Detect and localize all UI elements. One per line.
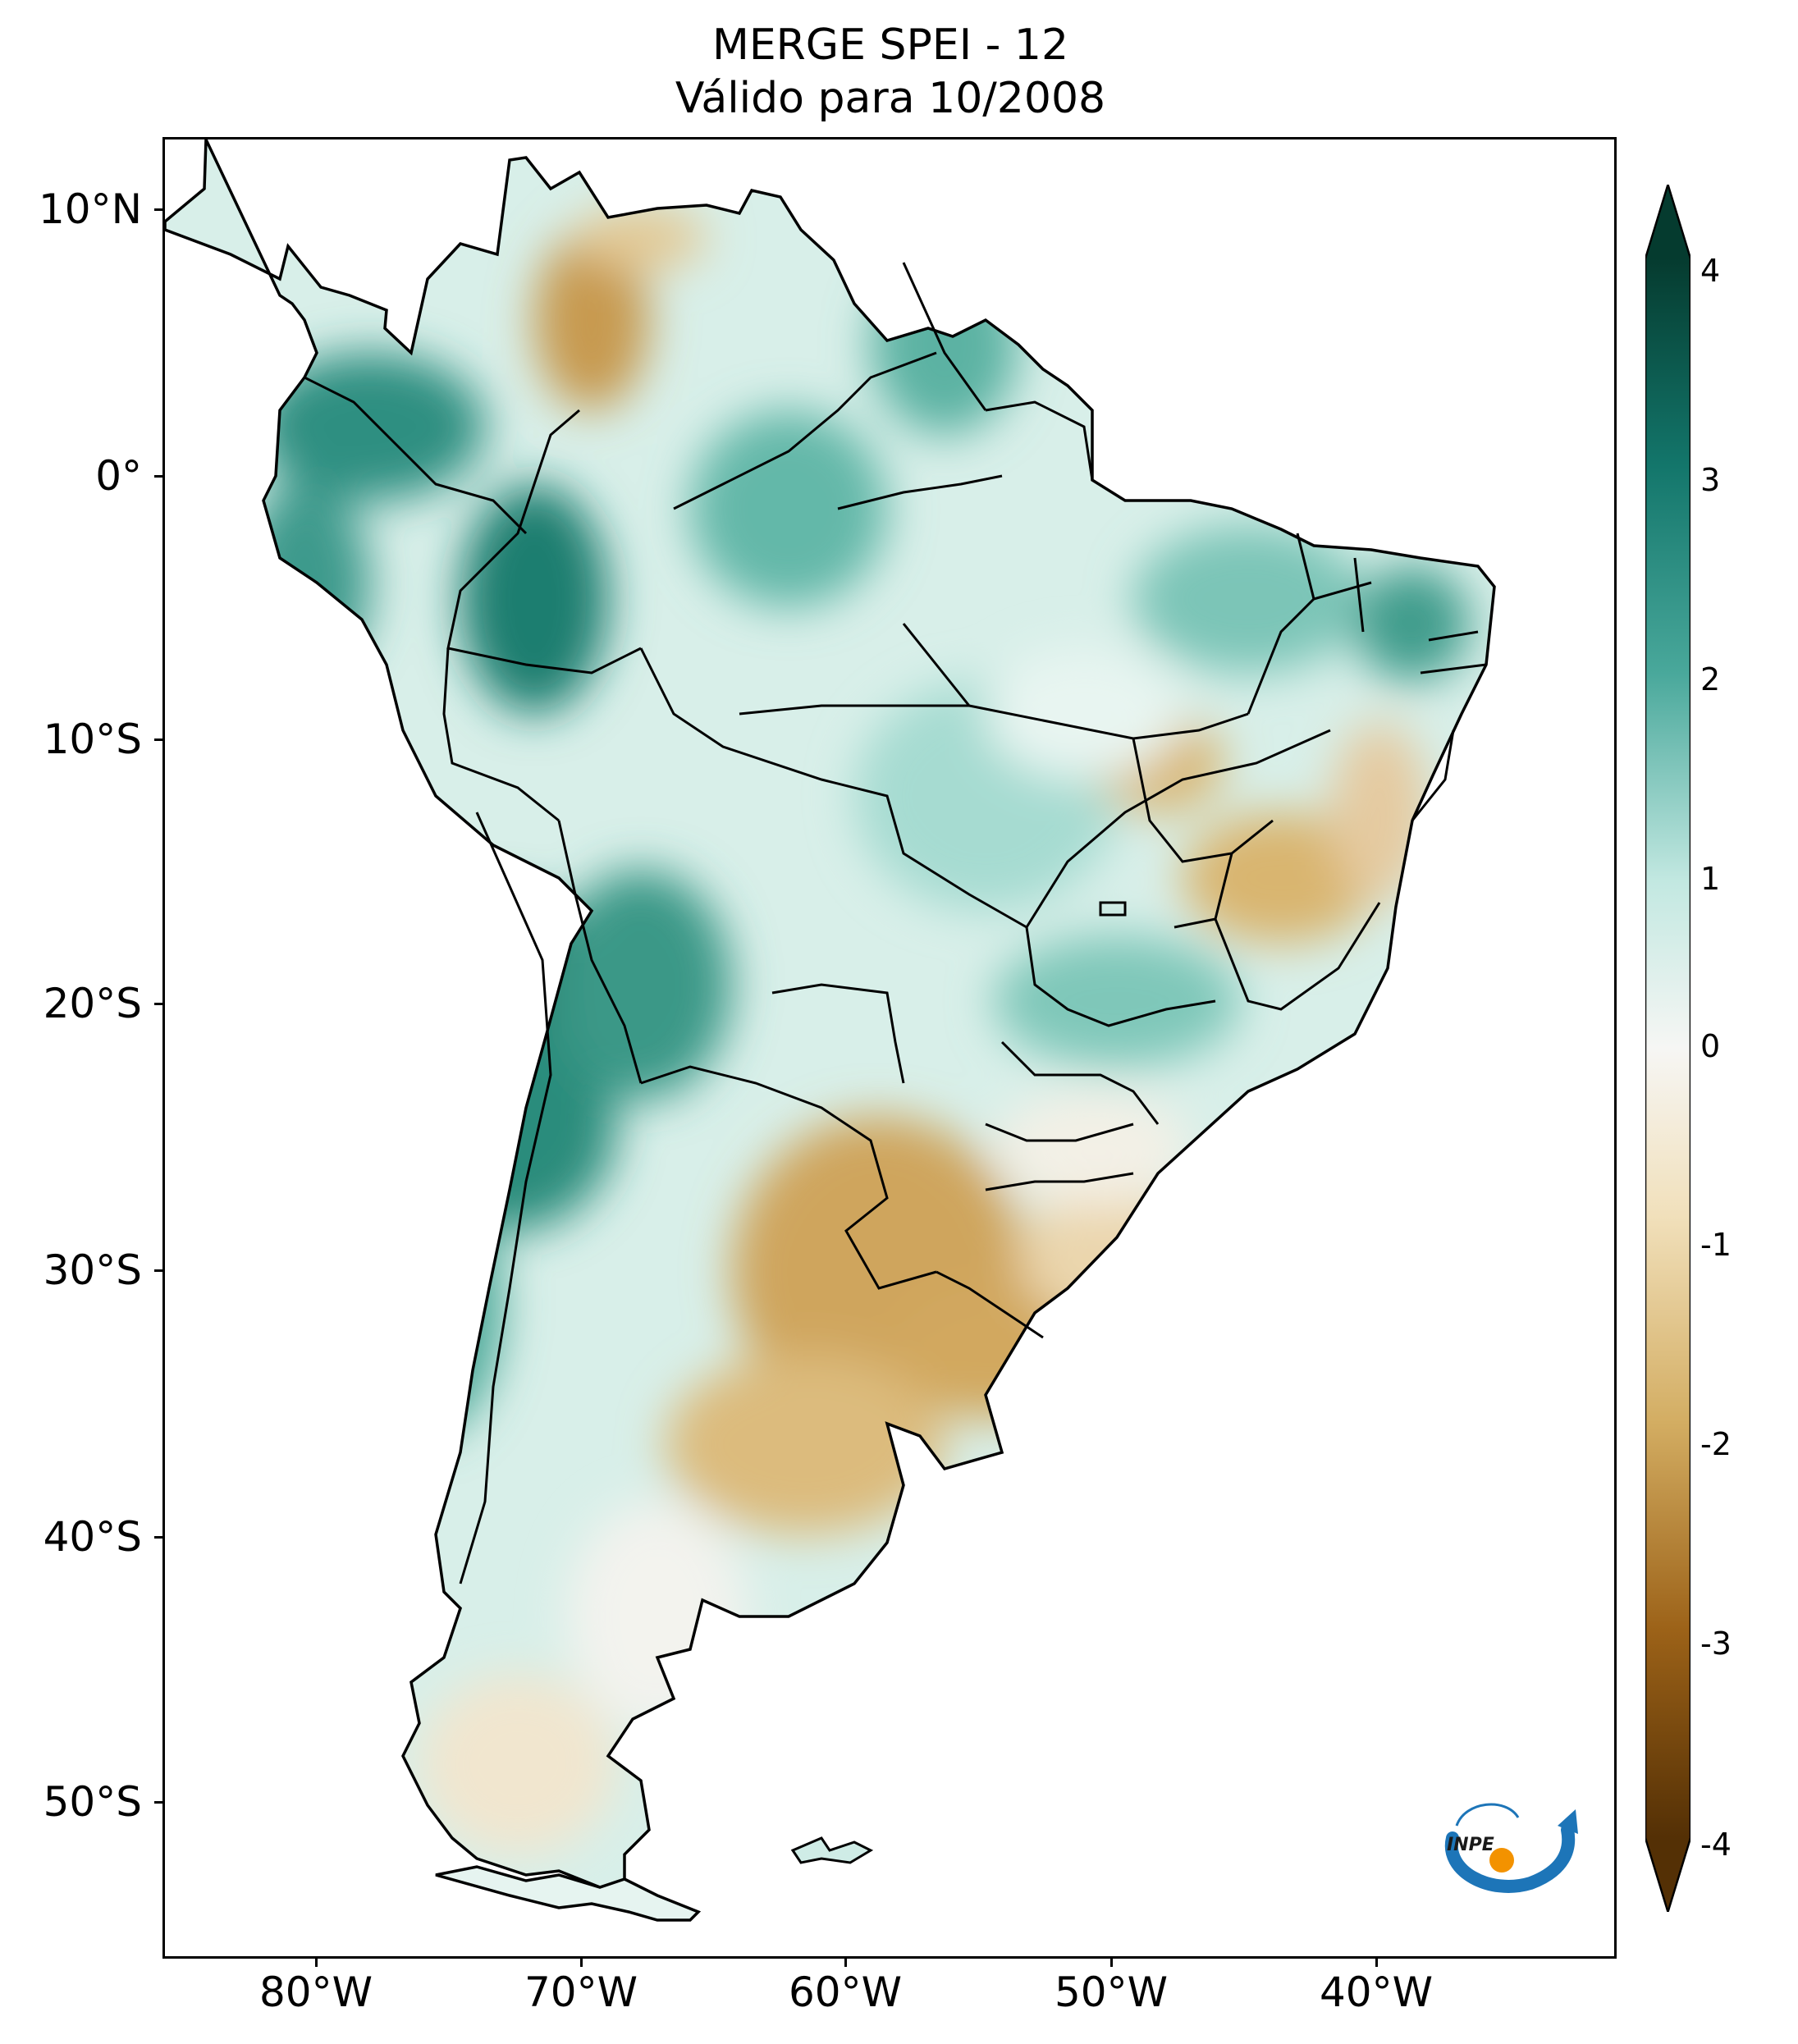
cb-label-4: 4 <box>1700 253 1721 289</box>
lat-label-40s: 40°S <box>43 1513 142 1561</box>
political-borders <box>304 262 1487 1584</box>
lat-label-30s: 30°S <box>43 1246 142 1294</box>
lon-label-70w: 70°W <box>524 1969 638 2016</box>
tierra-del-fuego <box>435 1865 702 1922</box>
lon-label-60w: 60°W <box>788 1969 903 2016</box>
map-title: MERGE SPEI - 12 <box>711 21 1069 70</box>
logo-swoosh-icon <box>1444 1823 1576 1893</box>
lat-tick <box>154 1269 164 1272</box>
cb-label-0: 0 <box>1700 1028 1721 1064</box>
inpe-logo: INPE <box>1444 1803 1578 1893</box>
map-panel <box>162 137 1617 1959</box>
colorbar-gradient <box>1645 185 1690 1912</box>
logo-text: INPE <box>1447 1835 1494 1855</box>
cb-label-m4: -4 <box>1700 1827 1732 1863</box>
lon-tick <box>315 1957 318 1967</box>
cb-label-1: 1 <box>1700 861 1721 897</box>
cb-label-m3: -3 <box>1700 1626 1732 1662</box>
lat-tick <box>154 208 164 211</box>
lat-label-10n: 10°N <box>38 185 142 233</box>
cb-label-m2: -2 <box>1700 1426 1732 1462</box>
lat-tick <box>154 1801 164 1804</box>
cb-label-m1: -1 <box>1700 1227 1732 1263</box>
lon-label-40w: 40°W <box>1319 1969 1434 2016</box>
map-subtitle: Válido para 10/2008 <box>675 74 1106 123</box>
lat-tick <box>154 1536 164 1539</box>
logo-sun-icon <box>1489 1848 1514 1873</box>
logo-orbit-icon <box>1455 1803 1520 1827</box>
lon-tick <box>580 1957 583 1967</box>
lon-label-80w: 80°W <box>258 1969 373 2016</box>
falkland-islands <box>790 1836 874 1864</box>
lat-label-20s: 20°S <box>43 980 142 1027</box>
lat-label-10s: 10°S <box>43 716 142 763</box>
lon-tick <box>1110 1957 1113 1967</box>
lat-tick <box>154 475 164 478</box>
cb-label-2: 2 <box>1700 661 1721 697</box>
lat-label-0: 0° <box>95 452 142 500</box>
cb-label-3: 3 <box>1700 462 1721 498</box>
lon-tick <box>844 1957 847 1967</box>
lat-tick <box>154 738 164 741</box>
logo-arrow-icon <box>1558 1809 1578 1834</box>
lat-label-50s: 50°S <box>43 1778 142 1826</box>
colorbar <box>1645 185 1690 1912</box>
lon-label-50w: 50°W <box>1054 1969 1169 2016</box>
south-america-map <box>165 139 1496 1922</box>
lat-tick <box>154 1003 164 1005</box>
lon-tick <box>1375 1957 1378 1967</box>
